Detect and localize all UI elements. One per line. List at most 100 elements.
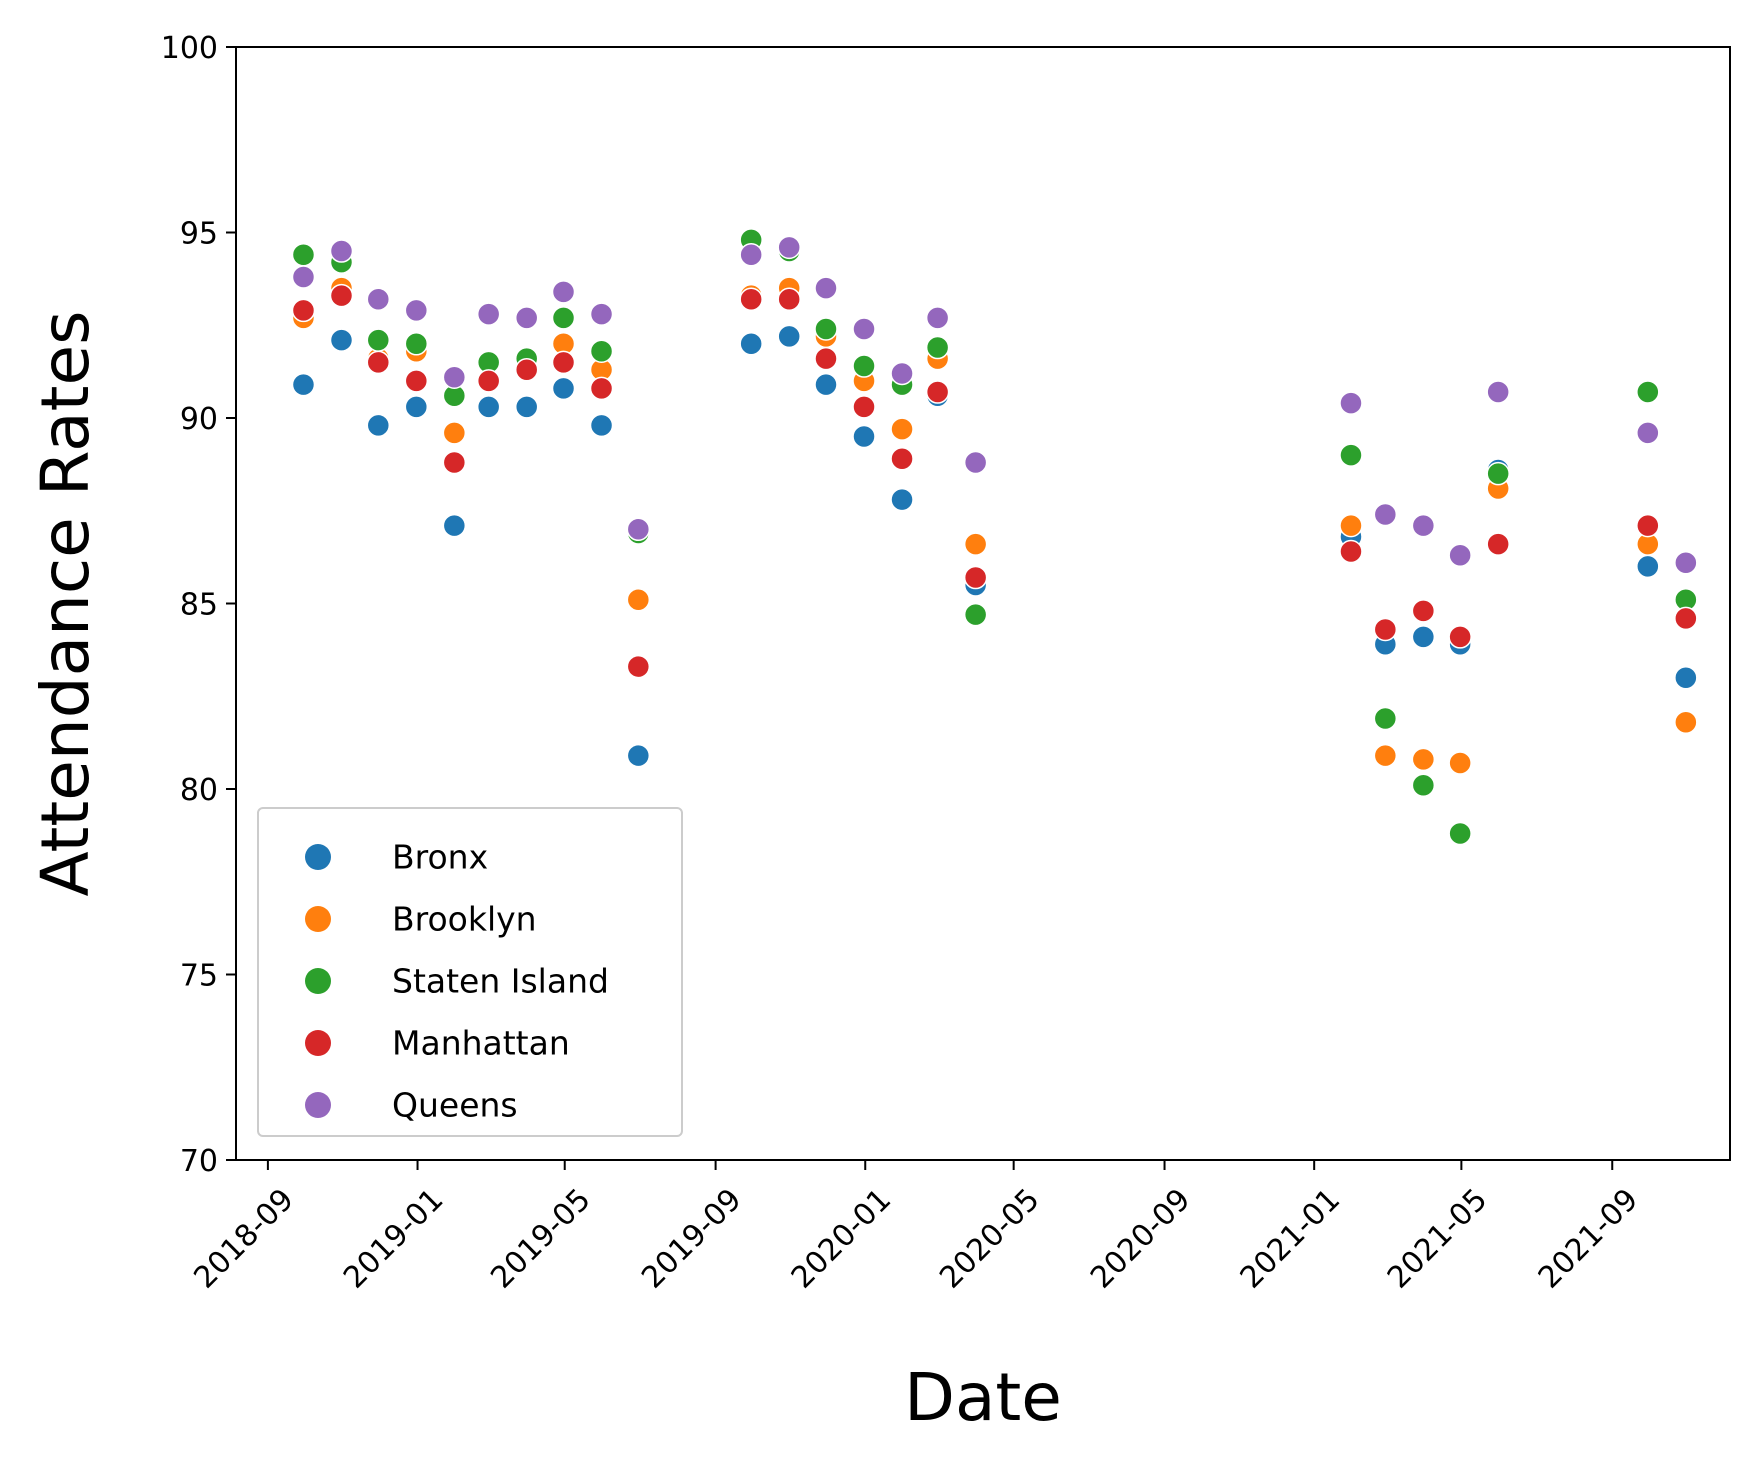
legend-marker: [305, 906, 331, 932]
point-queens: [329, 239, 354, 263]
point-queens: [1636, 421, 1660, 445]
point-manhattan: [1411, 599, 1436, 623]
point-manhattan: [626, 654, 651, 679]
y-tick-label: 75: [180, 959, 218, 994]
point-bronx: [777, 324, 801, 349]
point-brooklyn: [1448, 751, 1472, 775]
point-manhattan: [852, 395, 876, 419]
point-bronx: [1674, 665, 1698, 690]
point-queens: [514, 306, 539, 330]
point-bronx: [1636, 554, 1660, 579]
y-tick-label: 85: [180, 588, 218, 623]
point-manhattan: [1636, 513, 1660, 538]
point-staten-island: [1636, 380, 1660, 404]
point-queens: [852, 317, 876, 341]
legend-label: Bronx: [392, 838, 488, 877]
y-tick-label: 70: [180, 1144, 218, 1179]
point-manhattan: [442, 450, 467, 475]
point-bronx: [852, 424, 876, 449]
point-queens: [739, 243, 763, 267]
point-manhattan: [814, 346, 838, 371]
point-bronx: [890, 487, 914, 512]
point-manhattan: [1486, 532, 1510, 556]
point-bronx: [626, 743, 651, 768]
y-axis-label: Attendance Rates: [27, 311, 104, 897]
point-staten-island: [1486, 461, 1510, 486]
y-axis-ticks: 70 75 80 85 90 95 100: [161, 31, 236, 1179]
point-manhattan: [476, 369, 501, 393]
point-queens: [814, 276, 838, 300]
point-manhattan: [329, 283, 354, 308]
point-staten-island: [1373, 706, 1398, 731]
point-manhattan: [404, 369, 429, 393]
point-manhattan: [551, 350, 576, 375]
point-manhattan: [890, 447, 914, 471]
point-bronx: [442, 513, 467, 538]
point-brooklyn: [1674, 710, 1698, 734]
y-tick-label: 100: [161, 31, 218, 66]
point-queens: [777, 235, 801, 260]
point-queens: [551, 280, 576, 304]
point-queens: [1339, 391, 1363, 415]
point-bronx: [329, 328, 354, 352]
point-bronx: [291, 372, 316, 397]
legend: Bronx Brooklyn Staten Island Manhattan Queen…: [257, 807, 683, 1137]
point-bronx: [551, 376, 576, 401]
point-manhattan: [925, 380, 950, 404]
point-queens: [404, 298, 429, 323]
point-staten-island: [1448, 821, 1472, 846]
point-brooklyn: [963, 532, 988, 556]
point-staten-island: [551, 306, 576, 330]
point-queens: [476, 302, 501, 326]
point-manhattan: [963, 565, 988, 590]
point-staten-island: [589, 339, 614, 363]
point-bronx: [814, 372, 838, 397]
point-brooklyn: [1373, 743, 1398, 768]
legend-marker: [305, 1092, 331, 1118]
point-staten-island: [404, 332, 429, 356]
point-staten-island: [366, 328, 391, 352]
point-staten-island: [291, 243, 316, 267]
legend-box: [257, 807, 683, 1137]
point-bronx: [589, 413, 614, 438]
point-staten-island: [1411, 773, 1436, 798]
point-queens: [1486, 380, 1510, 404]
legend-marker: [305, 968, 331, 994]
legend-marker: [305, 844, 331, 870]
point-staten-island: [925, 335, 950, 360]
point-brooklyn: [890, 417, 914, 441]
point-brooklyn: [626, 588, 651, 612]
point-manhattan: [739, 287, 763, 312]
point-manhattan: [777, 287, 801, 312]
point-bronx: [514, 395, 539, 419]
point-manhattan: [366, 350, 391, 375]
legend-label: Brooklyn: [392, 900, 537, 939]
y-tick-label: 80: [180, 773, 218, 808]
point-queens: [890, 361, 914, 386]
point-manhattan: [1674, 606, 1698, 631]
point-queens: [626, 517, 651, 542]
point-queens: [1448, 543, 1472, 568]
point-staten-island: [963, 602, 988, 627]
legend-label: Staten Island: [392, 962, 609, 1001]
y-tick-label: 95: [180, 217, 218, 252]
point-manhattan: [1448, 625, 1472, 649]
point-manhattan: [1339, 539, 1363, 564]
point-queens: [442, 365, 467, 389]
legend-label: Queens: [392, 1086, 518, 1125]
x-axis-label: Date: [904, 1359, 1062, 1436]
point-bronx: [404, 395, 429, 419]
point-queens: [1373, 502, 1398, 527]
legend-label: Manhattan: [392, 1024, 570, 1063]
point-queens: [589, 302, 614, 326]
point-queens: [925, 306, 950, 330]
point-queens: [291, 265, 316, 289]
point-staten-island: [852, 354, 876, 378]
data-points: [291, 228, 1698, 846]
point-bronx: [366, 413, 391, 438]
point-manhattan: [589, 376, 614, 401]
point-queens: [366, 287, 391, 312]
point-staten-island: [814, 317, 838, 341]
point-queens: [1674, 550, 1698, 575]
